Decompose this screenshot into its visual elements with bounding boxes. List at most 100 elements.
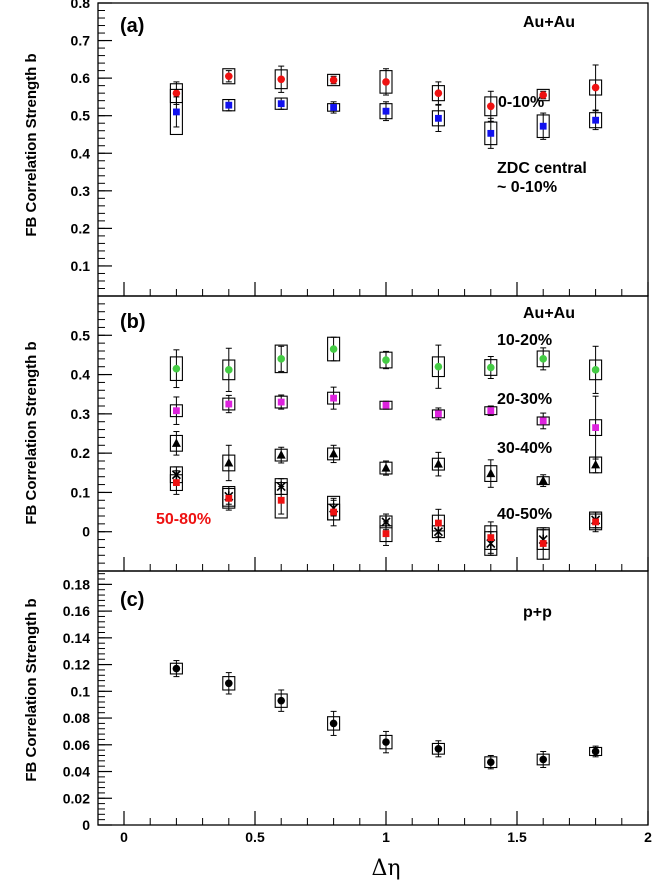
panel-b-ylabel: FB Correlation Strength b: [23, 341, 40, 524]
data-point: [382, 107, 390, 115]
y-tick-label: 0.2: [71, 445, 91, 461]
x-tick-label: 1: [382, 829, 390, 845]
systematic-box: [274, 344, 288, 374]
data-point: [486, 468, 496, 478]
data-point: [277, 696, 286, 705]
panel-a-label: (a): [120, 15, 144, 37]
panel-c: FB Correlation Strength b (c) p+p 0 0.02 0…: [23, 570, 649, 833]
data-point: [435, 410, 442, 418]
y-tick-label: 0.18: [63, 576, 90, 592]
panel-c-ylabel: FB Correlation Strength b: [23, 598, 40, 781]
data-point: [538, 475, 548, 485]
y-tick-label: 0.5: [71, 108, 91, 124]
y-tick-label: 0: [82, 524, 90, 540]
data-point: [225, 72, 233, 81]
data-point: [539, 417, 547, 425]
panel-b-label: (b): [120, 311, 146, 333]
panel-b-label-50-80: 50-80%: [156, 511, 211, 528]
y-tick-label: 0.7: [71, 33, 91, 49]
y-tick-label: 0.3: [71, 406, 91, 422]
x-tick-label: 1.5: [507, 829, 527, 845]
panel-b-label-10-20: 10-20%: [497, 332, 552, 349]
data-point: [487, 363, 495, 372]
panel-a: FB Correlation Strength b (a) Au+Au 0-10…: [23, 0, 649, 297]
data-point: [592, 424, 599, 432]
data-point: [277, 100, 285, 108]
data-point: [382, 401, 390, 409]
y-tick-label: 0.3: [71, 183, 91, 199]
data-point: [225, 679, 233, 688]
y-tick-label: 0.2: [71, 220, 91, 236]
data-point: [330, 394, 337, 402]
data-point: [434, 745, 443, 753]
y-tick-label: 0.4: [71, 145, 91, 161]
data-point: [591, 366, 600, 374]
panel-a-zdc-range-label: ~ 0-10%: [497, 179, 557, 196]
data-point: [382, 738, 390, 746]
panel-a-ylabel: FB Correlation Strength b: [23, 53, 40, 236]
y-tick-label: 0.6: [71, 70, 91, 86]
data-point: [225, 494, 233, 502]
y-tick-label: 0.8: [71, 0, 91, 11]
data-point: [172, 89, 181, 97]
data-point: [433, 459, 443, 468]
systematic-box: [327, 73, 341, 87]
panel-c-label: (c): [120, 589, 144, 611]
y-tick-label: 0.08: [63, 710, 90, 726]
panel-b-label-30-40: 30-40%: [497, 440, 552, 457]
data-point: [277, 355, 286, 363]
data-point: [539, 540, 547, 547]
data-point: [487, 102, 495, 111]
data-point: [592, 116, 599, 124]
panel-a-centrality-label: 0-10%: [498, 94, 544, 111]
data-point: [382, 530, 390, 538]
data-point: [225, 101, 233, 109]
data-point: [382, 78, 390, 86]
y-tick-label: 0.14: [63, 630, 90, 646]
panel-a-zdc-label: ZDC central: [497, 160, 587, 177]
data-point: [329, 719, 338, 728]
y-tick-label: 0.1: [71, 683, 91, 699]
data-point: [487, 407, 495, 415]
data-point: [276, 450, 286, 459]
data-point: [435, 114, 442, 122]
panel-b-label-20-30: 20-30%: [497, 391, 552, 408]
data-point: [591, 747, 600, 756]
data-point: [172, 664, 181, 673]
data-point: [539, 91, 547, 99]
data-point: [382, 356, 390, 364]
data-point: [487, 129, 495, 137]
data-point: [225, 400, 233, 408]
data-point: [329, 448, 339, 458]
data-point: [329, 76, 338, 84]
y-tick-label: 0.12: [63, 657, 90, 673]
y-tick-label: 0.5: [71, 327, 91, 343]
y-tick-label: 0.04: [63, 764, 90, 780]
y-tick-label: 0.1: [71, 258, 91, 274]
data-point: [277, 398, 285, 406]
data-point: [172, 364, 181, 373]
data-point: [173, 479, 180, 487]
panel-frame: [97, 570, 649, 826]
data-point: [434, 362, 443, 371]
data-point: [434, 89, 443, 97]
x-tick-label: 0: [120, 829, 128, 845]
data-point: [330, 508, 337, 516]
data-point: [277, 75, 286, 84]
data-point: [592, 518, 599, 526]
panel-a-system-label: Au+Au: [523, 14, 575, 31]
data-point: [539, 122, 547, 130]
y-tick-label: 0.1: [71, 484, 91, 500]
panel-frame: [97, 2, 649, 297]
data-point: [173, 108, 180, 116]
y-tick-label: 0.4: [71, 367, 91, 383]
y-tick-label: 0.06: [63, 737, 90, 753]
data-point: [539, 755, 547, 764]
y-tick-label: 0.16: [63, 603, 90, 619]
systematic-box: [222, 68, 236, 85]
data-point: [277, 496, 285, 504]
data-point: [487, 534, 495, 542]
data-point: [330, 104, 337, 111]
data-point: [591, 459, 601, 469]
